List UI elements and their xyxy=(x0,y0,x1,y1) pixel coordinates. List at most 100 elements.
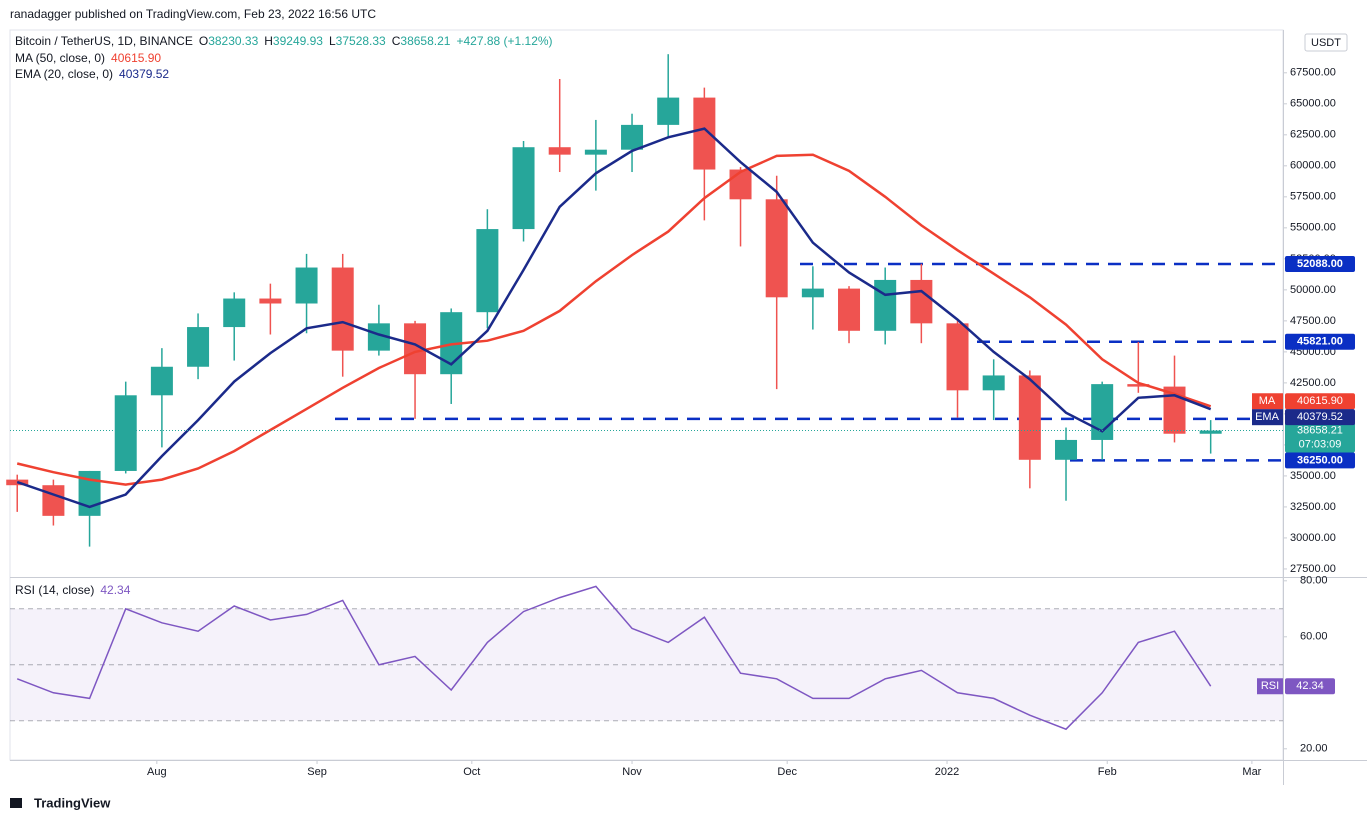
logo-mark xyxy=(10,798,22,808)
rsi-value-tag xyxy=(1285,678,1335,695)
footer-logo: TradingView xyxy=(10,795,111,810)
x-tick-label: Sep xyxy=(307,766,327,778)
symbol: Bitcoin / TetherUS, 1D, BINANCE xyxy=(15,34,193,48)
y-tick-label: 20.00 xyxy=(1300,743,1328,755)
indicator-value: 40379.52 xyxy=(119,67,169,81)
rsi-tag xyxy=(1257,678,1283,695)
x-tick-label: Oct xyxy=(463,766,480,778)
price-tag xyxy=(1285,422,1355,453)
candle-body xyxy=(874,279,897,331)
x-tick-label: Aug xyxy=(147,766,167,778)
ohlc-letter: H xyxy=(264,34,273,48)
rsi-band xyxy=(10,608,1283,721)
indicator-value-tag xyxy=(1285,409,1355,426)
level-label: 36250.00 xyxy=(1297,454,1343,466)
candle-body xyxy=(1199,430,1222,434)
y-tick-label: 55000.00 xyxy=(1290,222,1336,234)
candle-body xyxy=(765,199,788,298)
indicator-name: MA (50, close, 0) xyxy=(15,51,105,65)
y-tick-label: 62500.00 xyxy=(1290,129,1336,141)
symbol-header: Bitcoin / TetherUS, 1D, BINANCE O38230.33… xyxy=(15,34,553,48)
candle-body xyxy=(114,395,137,471)
y-tick-label: 47500.00 xyxy=(1290,315,1336,327)
candle-body xyxy=(801,288,824,298)
ohlc-letter: L xyxy=(329,34,336,48)
candle-body xyxy=(1127,384,1150,387)
price-countdown: 07:03:09 xyxy=(1299,438,1342,450)
candle-body xyxy=(584,149,607,155)
level-label: 45821.00 xyxy=(1297,336,1343,348)
candle-body xyxy=(1055,439,1078,460)
ohlc-value: 38658.21 xyxy=(400,34,450,48)
x-tick-label: Mar xyxy=(1242,766,1261,778)
candle-body xyxy=(693,97,716,170)
indicator-tag-value: 40615.90 xyxy=(1297,395,1343,407)
candle-body xyxy=(404,323,427,375)
rsi-line xyxy=(16,585,1212,731)
ohlc-value: 37528.33 xyxy=(336,34,386,48)
candle-body xyxy=(150,366,173,396)
currency-button[interactable] xyxy=(1304,33,1348,52)
indicator-legend: EMA (20, close, 0) 40379.52 xyxy=(15,67,169,81)
candle-body xyxy=(259,298,282,304)
x-tick-label: Dec xyxy=(777,766,797,778)
candle-body xyxy=(187,327,210,367)
level-tag xyxy=(1285,255,1355,272)
candle-body xyxy=(223,298,246,328)
y-tick-label: 57500.00 xyxy=(1290,191,1336,203)
level-tag xyxy=(1285,333,1355,350)
candle-body xyxy=(548,147,571,155)
level-tag xyxy=(1285,452,1355,469)
indicator-tag xyxy=(1252,409,1283,426)
x-tick-label: Nov xyxy=(622,766,642,778)
candle-body xyxy=(838,288,861,331)
y-tick-label: 30000.00 xyxy=(1290,532,1336,544)
change: +427.88 (+1.12%) xyxy=(456,34,552,48)
ohlc-value: 39249.93 xyxy=(273,34,323,48)
candle-body xyxy=(657,97,680,125)
y-tick-label: 35000.00 xyxy=(1290,470,1336,482)
y-tick-label: 67500.00 xyxy=(1290,67,1336,79)
currency[interactable]: USDT xyxy=(1311,37,1341,49)
candle-body xyxy=(295,267,318,304)
brand: TradingView xyxy=(34,795,111,810)
price-tag-value: 38658.21 xyxy=(1297,424,1343,436)
rsi-title: RSI (14, close) xyxy=(15,583,94,597)
candle-body xyxy=(729,169,752,200)
rsi-header: RSI (14, close) 42.34 xyxy=(15,583,131,597)
publisher: ranadagger published on TradingView.com,… xyxy=(10,7,376,21)
candle-body xyxy=(946,323,969,391)
y-tick-label: 42500.00 xyxy=(1290,377,1336,389)
y-tick-label: 80.00 xyxy=(1300,575,1328,587)
indicator-tag-value: 40379.52 xyxy=(1297,411,1343,423)
candle-body xyxy=(910,279,933,324)
y-tick-label: 50000.00 xyxy=(1290,284,1336,296)
indicator-tag-name: EMA xyxy=(1255,411,1280,423)
candle-body xyxy=(42,485,65,516)
candle-body xyxy=(621,124,644,150)
y-tick-label: 27500.00 xyxy=(1290,563,1336,575)
x-tick-label: Feb xyxy=(1098,766,1117,778)
y-tick-label: 65000.00 xyxy=(1290,98,1336,110)
ohlc-value: 38230.33 xyxy=(208,34,258,48)
indicator-legend: MA (50, close, 0) 40615.90 xyxy=(15,51,161,65)
candle-body xyxy=(476,229,499,313)
indicator-tag-name: MA xyxy=(1259,395,1276,407)
candle-body xyxy=(1018,375,1041,460)
y-tick-label: 60.00 xyxy=(1300,631,1328,643)
ohlc-letter: O xyxy=(199,34,208,48)
rsi-tag-name: RSI xyxy=(1261,680,1279,692)
y-tick-label: 32500.00 xyxy=(1290,501,1336,513)
indicator-value-tag xyxy=(1285,393,1355,410)
moving-average xyxy=(16,127,1212,509)
moving-average xyxy=(16,153,1212,486)
candle-body xyxy=(512,147,535,230)
candle-body xyxy=(367,323,390,351)
y-tick-label: 60000.00 xyxy=(1290,160,1336,172)
indicator-tag xyxy=(1252,393,1283,410)
candle-body xyxy=(982,375,1005,391)
ohlc-letter: C xyxy=(392,34,401,48)
candle-body xyxy=(331,267,354,351)
